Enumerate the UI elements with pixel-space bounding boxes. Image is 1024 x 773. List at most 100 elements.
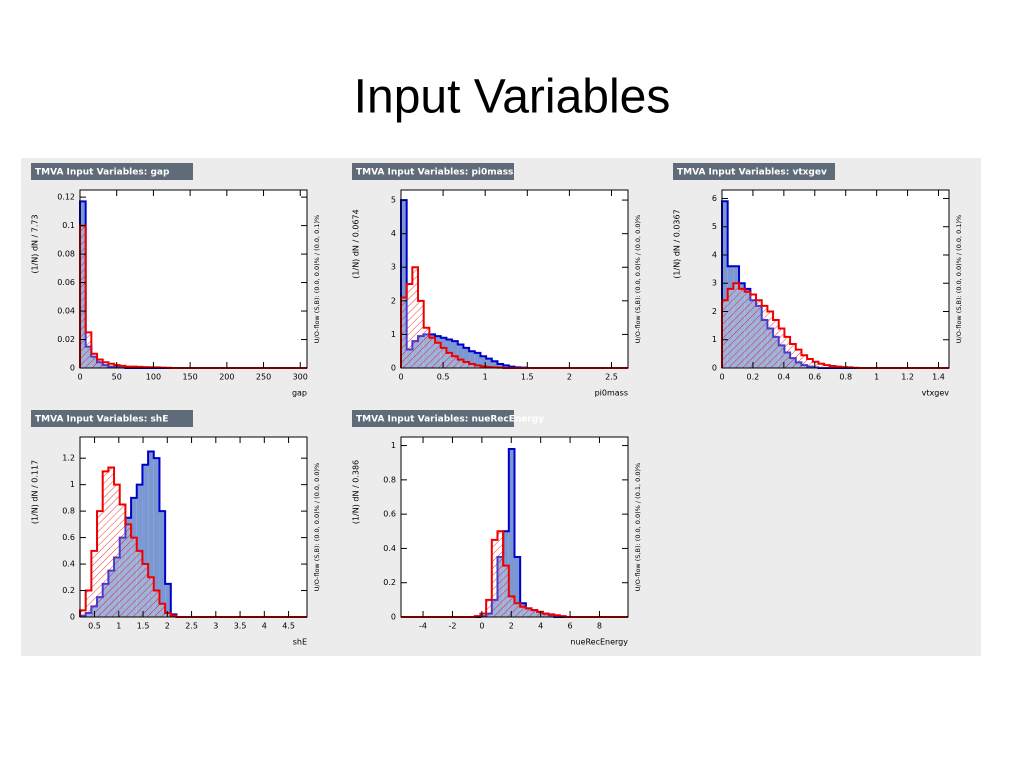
y-tick-label: 0.8 [383,475,396,484]
y-tick-label: 0 [391,364,396,373]
x-tick-label: 4 [538,622,543,631]
y-axis-label: (1/N) dN / 0.0674 [352,209,361,278]
y-tick-label: 0 [712,364,717,373]
y-tick-label: 0.02 [57,335,75,344]
y-axis-label: (1/N) dN / 0.386 [352,460,361,524]
histogram-bin [745,292,751,368]
y-tick-label: 0.04 [57,307,75,316]
x-tick-label: 0 [77,373,82,382]
x-tick-label: 3 [213,622,218,631]
x-tick-label: 0 [719,373,724,382]
y-tick-label: 0.4 [62,560,75,569]
x-tick-label: 100 [146,373,161,382]
x-tick-label: 1 [116,622,121,631]
overflow-label: U/O-flow (S,B): (0.0, 0.0)% / (0.0, 0.0)… [634,215,642,343]
y-tick-label: 1 [391,441,396,450]
y-tick-label: 0.6 [383,510,396,519]
y-tick-label: 4 [712,250,717,259]
y-axis-label: (1/N) dN / 0.0367 [673,209,682,278]
y-tick-label: 1 [70,480,75,489]
y-tick-label: 6 [712,194,717,203]
x-tick-label: 0.5 [88,622,101,631]
y-tick-label: 5 [712,222,717,231]
overflow-label: U/O-flow (S,B): (0.0, 0.0)% / (0.0, 0.0)… [313,463,321,591]
x-tick-label: 0.4 [777,373,790,382]
y-tick-label: 3 [712,279,717,288]
chart-title: TMVA Input Variables: pi0mass [356,168,513,178]
y-tick-label: 0.4 [383,544,396,553]
histogram-bin [756,300,762,368]
y-tick-label: 1.2 [62,454,75,463]
histogram-bin [733,283,739,368]
overflow-label: U/O-flow (S,B): (0.0, 0.0)% / (0.0, 0.1)… [955,215,963,343]
x-axis-label: shE [293,638,307,647]
x-tick-label: 3.5 [234,622,247,631]
histogram-bin [750,295,756,368]
y-tick-label: 2 [712,307,717,316]
x-tick-label: 0.6 [808,373,821,382]
x-tick-label: 4.5 [282,622,295,631]
x-tick-label: 1.5 [521,373,534,382]
x-tick-label: -2 [448,622,456,631]
x-tick-label: 150 [182,373,197,382]
y-tick-label: 0.6 [62,533,75,542]
overflow-label: U/O-flow (S,B): (0.0, 0.0)% / (0.0, 0.1)… [313,215,321,343]
x-tick-label: 1 [483,373,488,382]
x-tick-label: 6 [568,622,573,631]
y-tick-label: 0.06 [57,278,75,287]
x-tick-label: 1.2 [901,373,914,382]
y-tick-label: 1 [712,335,717,344]
x-tick-label: 1 [874,373,879,382]
y-tick-label: 0 [70,613,75,622]
chart-title: TMVA Input Variables: vtxgev [677,168,827,178]
histogram-bin [108,467,114,617]
x-tick-label: 4 [262,622,267,631]
y-tick-label: 4 [391,229,396,238]
y-tick-label: 0.8 [62,507,75,516]
x-tick-label: 300 [293,373,308,382]
histogram-bin [739,289,745,368]
x-tick-label: 0.8 [839,373,852,382]
x-axis-label: nueRecEnergy [570,638,628,647]
x-tick-label: 2 [165,622,170,631]
x-tick-label: 2 [509,622,514,631]
x-tick-label: 0.2 [747,373,760,382]
chart-title: TMVA Input Variables: shE [35,415,168,425]
y-tick-label: 0 [70,364,75,373]
y-tick-label: 5 [391,196,396,205]
plot-area [80,190,307,368]
y-tick-label: 2 [391,296,396,305]
x-tick-label: 0.5 [437,373,450,382]
x-tick-label: 2 [567,373,572,382]
x-tick-label: 250 [256,373,271,382]
y-tick-label: 0.08 [57,250,75,259]
x-tick-label: 1.5 [137,622,150,631]
x-tick-label: 200 [219,373,234,382]
slide-title: Input Variables [354,71,671,124]
x-axis-label: vtxgev [922,389,950,398]
x-tick-label: 0 [479,622,484,631]
x-axis-label: gap [292,389,307,398]
x-axis-label: pi0mass [595,389,628,398]
y-tick-label: 0.2 [62,586,75,595]
x-tick-label: -4 [419,622,427,631]
x-tick-label: 8 [597,622,602,631]
y-tick-label: 0 [391,613,396,622]
y-axis-label: (1/N) dN / 0.117 [31,460,40,524]
y-axis-label: (1/N) dN / 7.73 [31,214,40,273]
y-tick-label: 3 [391,263,396,272]
x-tick-label: 0 [398,373,403,382]
y-tick-label: 1 [391,330,396,339]
x-tick-label: 2.5 [605,373,618,382]
x-tick-label: 50 [112,373,122,382]
chart-title: TMVA Input Variables: nueRecEnergy [356,415,544,425]
y-tick-label: 0.2 [383,578,396,587]
y-tick-label: 0.12 [57,193,75,202]
x-tick-label: 2.5 [185,622,198,631]
chart-title: TMVA Input Variables: gap [35,168,170,178]
histogram-bin [762,306,768,368]
y-tick-label: 0.1 [62,221,75,230]
x-tick-label: 1.4 [932,373,945,382]
overflow-label: U/O-flow (S,B): (0.0, 0.0)% / (0.1, 0.0)… [634,463,642,591]
